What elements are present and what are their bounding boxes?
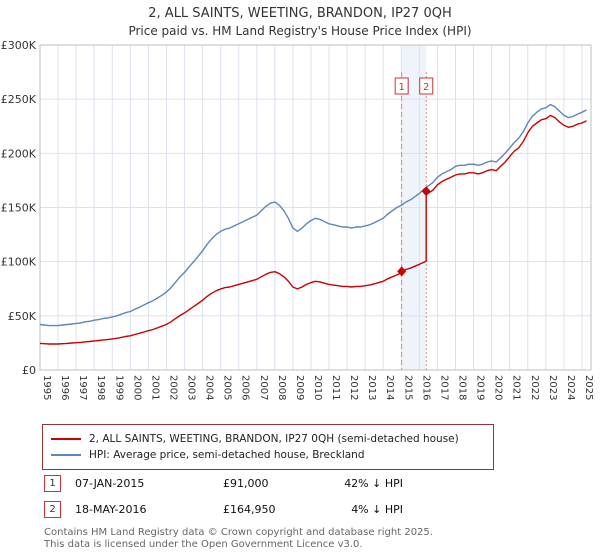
svg-text:2012: 2012 bbox=[348, 375, 359, 400]
transaction-1-price: £91,000 bbox=[223, 476, 269, 490]
transaction-1-marker: 1 bbox=[44, 474, 61, 492]
transactions-list: 1 07-JAN-2015 £91,000 42% ↓ HPI 2 18-MAY… bbox=[44, 474, 403, 526]
svg-text:1999: 1999 bbox=[113, 375, 124, 400]
footer-line-1: Contains HM Land Registry data © Crown c… bbox=[44, 527, 433, 538]
svg-text:2017: 2017 bbox=[438, 375, 449, 400]
svg-text:2007: 2007 bbox=[258, 375, 269, 400]
hpi-line-swatch bbox=[51, 454, 81, 456]
svg-text:2023: 2023 bbox=[547, 375, 558, 400]
svg-text:2021: 2021 bbox=[511, 375, 522, 400]
svg-text:2019: 2019 bbox=[475, 375, 486, 400]
legend-label-price-paid: 2, ALL SAINTS, WEETING, BRANDON, IP27 0Q… bbox=[89, 433, 459, 445]
svg-text:£200K: £200K bbox=[1, 147, 37, 160]
svg-text:2025: 2025 bbox=[583, 375, 594, 400]
svg-text:2015: 2015 bbox=[402, 375, 413, 400]
svg-text:1996: 1996 bbox=[59, 375, 70, 400]
transaction-row-1: 1 07-JAN-2015 £91,000 42% ↓ HPI bbox=[44, 474, 403, 492]
chart-subtitle: Price paid vs. HM Land Registry's House … bbox=[128, 24, 472, 38]
svg-text:£0: £0 bbox=[22, 364, 36, 377]
svg-text:2011: 2011 bbox=[330, 375, 341, 400]
svg-text:2013: 2013 bbox=[366, 375, 377, 400]
svg-text:£300K: £300K bbox=[1, 39, 37, 52]
svg-text:1998: 1998 bbox=[95, 375, 106, 400]
svg-text:2016: 2016 bbox=[420, 375, 431, 400]
footer-line-2: This data is licensed under the Open Gov… bbox=[44, 539, 363, 550]
svg-text:2005: 2005 bbox=[222, 375, 233, 400]
chart-legend: 2, ALL SAINTS, WEETING, BRANDON, IP27 0Q… bbox=[42, 424, 494, 470]
svg-text:£250K: £250K bbox=[1, 93, 37, 106]
transaction-1-date: 07-JAN-2015 bbox=[75, 476, 145, 490]
svg-text:2008: 2008 bbox=[276, 375, 287, 400]
price-chart: 1 2 £0 £50K £100K £150K £200K £250K £300K 1995 199… bbox=[1, 39, 594, 400]
legend-item-price-paid: 2, ALL SAINTS, WEETING, BRANDON, IP27 0Q… bbox=[51, 431, 485, 447]
svg-text:2006: 2006 bbox=[240, 375, 251, 400]
transaction-1-hpi-diff: 42% ↓ HPI bbox=[344, 476, 403, 490]
svg-text:1995: 1995 bbox=[41, 375, 52, 400]
svg-text:1997: 1997 bbox=[77, 375, 88, 400]
svg-text:2022: 2022 bbox=[529, 375, 540, 400]
svg-text:£150K: £150K bbox=[1, 202, 37, 215]
legend-item-hpi: HPI: Average price, semi-detached house,… bbox=[51, 447, 485, 463]
transaction-2-date: 18-MAY-2016 bbox=[75, 502, 147, 516]
transaction-2-marker: 2 bbox=[44, 500, 61, 518]
svg-text:2: 2 bbox=[423, 82, 429, 93]
svg-text:2024: 2024 bbox=[565, 375, 576, 400]
svg-text:2018: 2018 bbox=[457, 375, 468, 400]
chart-title: 2, ALL SAINTS, WEETING, BRANDON, IP27 0Q… bbox=[148, 6, 452, 21]
svg-text:1: 1 bbox=[398, 82, 404, 93]
svg-text:£50K: £50K bbox=[8, 310, 37, 323]
svg-text:2001: 2001 bbox=[149, 375, 160, 400]
transaction-2-hpi-diff: 4% ↓ HPI bbox=[351, 502, 403, 516]
price-line-swatch bbox=[51, 438, 81, 440]
svg-text:2003: 2003 bbox=[186, 375, 197, 400]
svg-text:£100K: £100K bbox=[1, 256, 37, 269]
legend-label-hpi: HPI: Average price, semi-detached house,… bbox=[89, 449, 365, 461]
svg-text:2004: 2004 bbox=[204, 375, 215, 400]
svg-text:2020: 2020 bbox=[493, 375, 504, 400]
transaction-row-2: 2 18-MAY-2016 £164,950 4% ↓ HPI bbox=[44, 500, 403, 518]
svg-text:2000: 2000 bbox=[131, 375, 142, 400]
transaction-2-price: £164,950 bbox=[223, 502, 276, 516]
svg-text:2014: 2014 bbox=[384, 375, 395, 400]
svg-text:2002: 2002 bbox=[167, 375, 178, 400]
license-footer: Contains HM Land Registry data © Crown c… bbox=[44, 527, 433, 551]
svg-text:2010: 2010 bbox=[312, 375, 323, 400]
svg-text:2009: 2009 bbox=[294, 375, 305, 400]
